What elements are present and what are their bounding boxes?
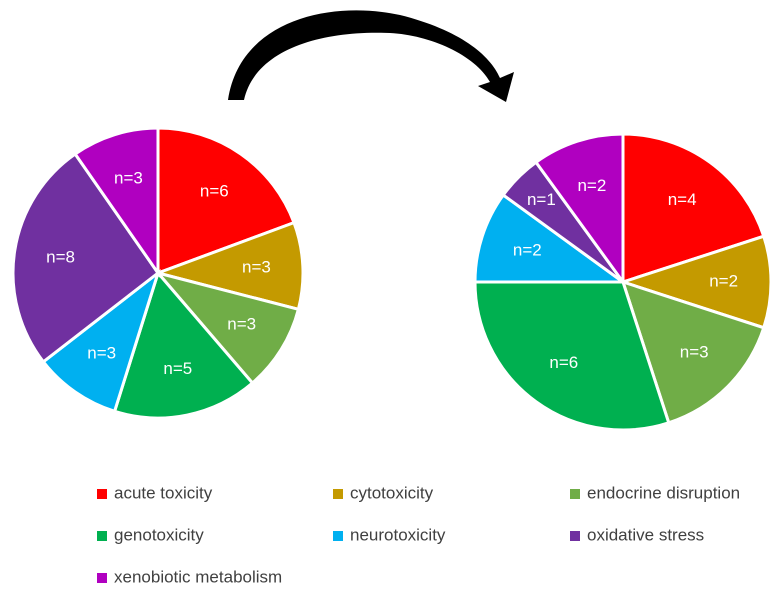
data-label: n=5 [163, 359, 192, 378]
legend-swatch [570, 531, 580, 541]
data-label: n=4 [668, 190, 697, 209]
data-label: n=8 [46, 248, 75, 267]
legend-label: oxidative stress [587, 525, 704, 544]
data-label: n=3 [87, 343, 116, 362]
pie-slice [473, 192, 628, 284]
pie-slice [156, 126, 296, 276]
pie-slice [618, 234, 773, 330]
legend-label: genotoxicity [114, 525, 204, 544]
data-label: n=1 [527, 190, 556, 209]
pie-slice [473, 280, 671, 432]
data-label: n=3 [680, 343, 709, 362]
pie-slice [41, 268, 161, 414]
pie-slice [112, 269, 255, 420]
data-label: n=3 [114, 168, 143, 187]
legend-label: acute toxicity [114, 483, 213, 502]
data-label: n=3 [242, 257, 271, 276]
data-label: n=2 [709, 271, 738, 290]
legend-swatch [570, 489, 580, 499]
data-label: n=6 [549, 353, 578, 372]
arrow [228, 10, 514, 102]
pie-slice [533, 132, 625, 287]
legend-swatch [97, 573, 107, 583]
data-label: n=2 [577, 176, 606, 195]
pie-slice [621, 132, 766, 285]
legend-label: endocrine disruption [587, 483, 740, 502]
legend-label: xenobiotic metabolism [114, 567, 282, 586]
legend-swatch [97, 489, 107, 499]
legend-swatch [97, 531, 107, 541]
legend-swatch [333, 531, 343, 541]
pie-slice [152, 220, 305, 312]
legend-swatch [333, 489, 343, 499]
legend-label: neurotoxicity [350, 525, 446, 544]
pie-slice [153, 270, 301, 386]
data-label: n=6 [200, 182, 229, 201]
pie-slice [73, 126, 160, 278]
pie-slice [11, 151, 161, 364]
data-label: n=2 [513, 240, 542, 259]
data-label: n=3 [227, 315, 256, 334]
legend-label: cytotoxicity [350, 483, 434, 502]
